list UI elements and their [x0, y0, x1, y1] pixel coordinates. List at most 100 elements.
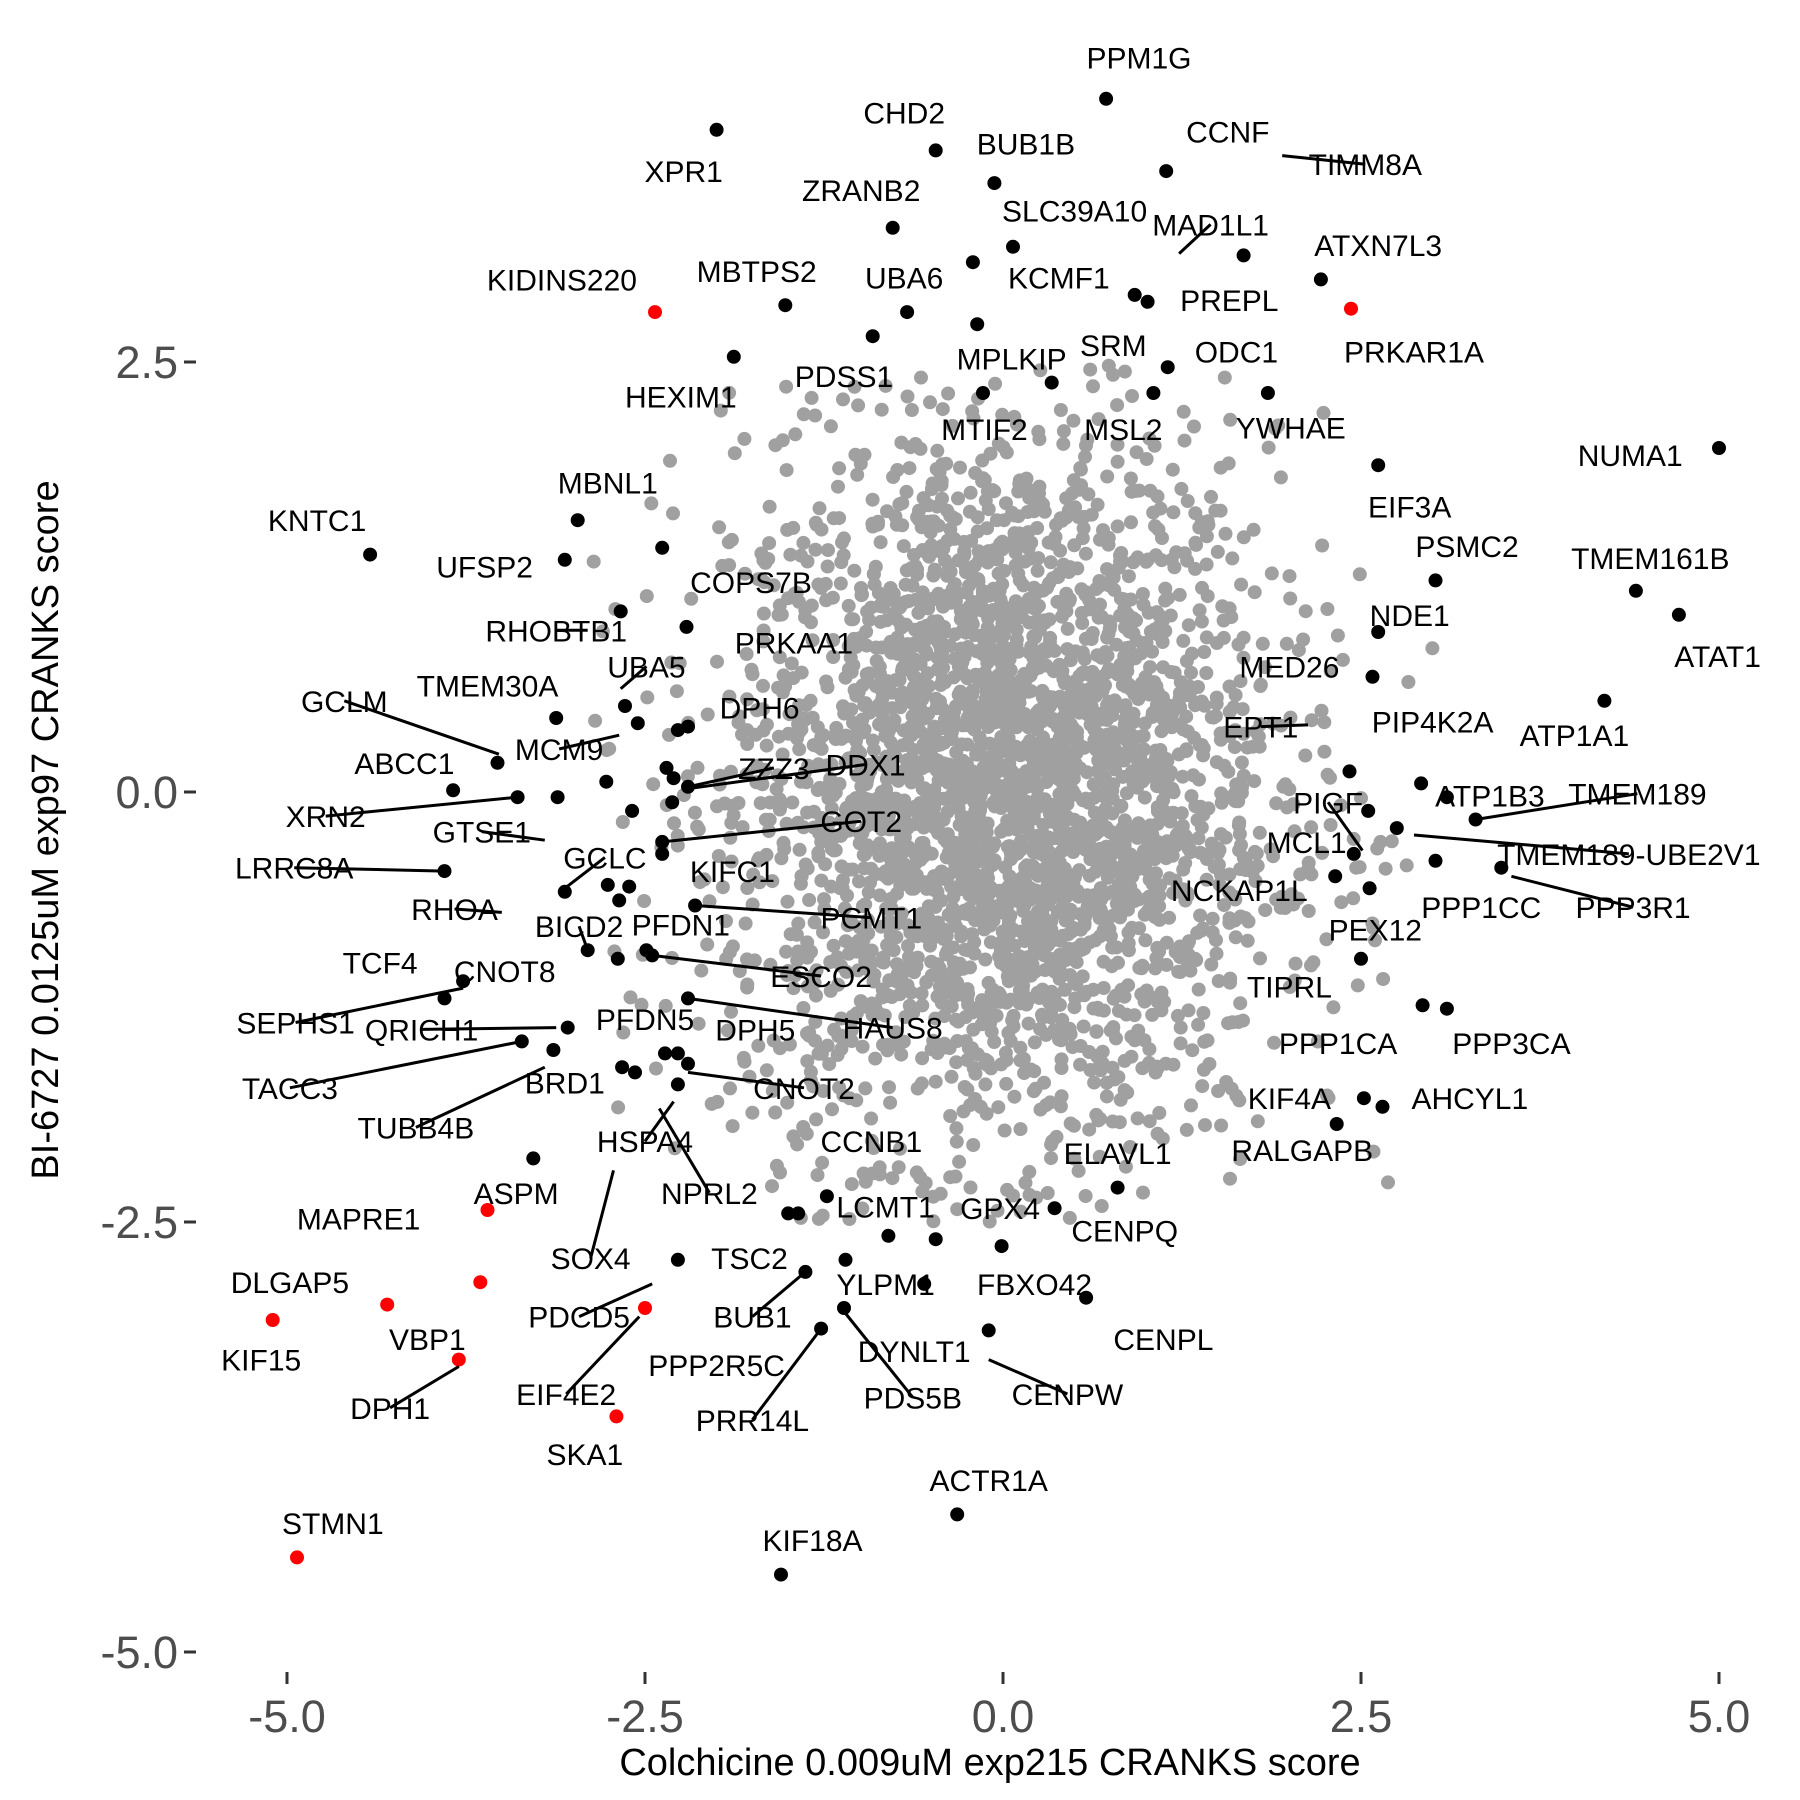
gene-label: VBP1	[389, 1324, 466, 1357]
background-point	[1118, 1159, 1133, 1174]
background-point	[1283, 591, 1298, 606]
background-point	[1288, 956, 1303, 971]
background-point	[1087, 790, 1102, 805]
background-point	[896, 723, 911, 738]
background-point	[1148, 519, 1162, 534]
background-point	[855, 587, 869, 602]
background-point	[1193, 908, 1208, 923]
gene-label: SOX4	[551, 1243, 631, 1276]
background-point	[809, 1112, 824, 1127]
background-point	[1214, 1118, 1229, 1133]
background-point	[1323, 818, 1338, 832]
data-point	[655, 846, 670, 861]
data-point	[1354, 951, 1368, 966]
background-point	[1000, 813, 1015, 828]
background-point	[928, 1074, 943, 1089]
background-point	[809, 988, 823, 1003]
leader-line	[1511, 874, 1634, 909]
background-point	[858, 768, 873, 783]
background-point	[1170, 1008, 1185, 1023]
background-point	[667, 816, 681, 831]
background-point	[997, 537, 1012, 552]
background-point	[999, 1053, 1014, 1068]
background-point	[863, 875, 878, 890]
background-point	[1117, 835, 1132, 850]
leader-line	[295, 986, 464, 1024]
background-point	[1094, 1199, 1109, 1213]
background-point	[969, 644, 984, 659]
background-point	[791, 916, 806, 931]
gene-label: UFSP2	[436, 552, 533, 585]
data-point	[1313, 272, 1328, 287]
background-point	[775, 433, 790, 448]
background-point	[846, 750, 861, 764]
leader-line	[578, 1282, 653, 1318]
background-point	[725, 939, 740, 954]
background-point	[1076, 691, 1091, 705]
background-point	[1315, 538, 1330, 553]
background-point	[1146, 505, 1161, 520]
background-point	[1123, 471, 1138, 486]
background-point	[1056, 557, 1071, 572]
background-point	[1084, 632, 1099, 647]
background-point	[1032, 842, 1047, 857]
background-point	[1278, 777, 1293, 792]
background-point	[1033, 1022, 1048, 1036]
gene-label: DPH6	[720, 693, 800, 726]
background-point	[738, 916, 753, 931]
background-point	[1139, 452, 1154, 466]
background-point	[1136, 1185, 1150, 1200]
background-point	[1092, 911, 1107, 925]
background-point	[1049, 517, 1063, 532]
background-point	[1137, 716, 1152, 731]
background-point	[1192, 520, 1207, 535]
background-point	[1101, 358, 1116, 373]
background-point	[1381, 1175, 1395, 1190]
background-point	[1236, 1013, 1250, 1028]
background-point	[1018, 1175, 1033, 1190]
background-point	[724, 1004, 738, 1019]
background-point	[914, 840, 929, 855]
background-point	[1248, 874, 1263, 888]
data-point	[549, 711, 564, 725]
background-point	[980, 775, 994, 790]
background-point	[948, 512, 963, 527]
gene-label: CCNB1	[820, 1126, 922, 1159]
background-point	[870, 517, 885, 532]
background-point	[926, 568, 941, 583]
background-point	[1040, 1186, 1055, 1200]
data-point	[994, 1239, 1009, 1254]
leader-line	[662, 819, 862, 844]
background-point	[1176, 633, 1191, 648]
data-point	[1389, 821, 1404, 836]
gene-label: ELAVL1	[1064, 1138, 1172, 1171]
background-point	[664, 655, 679, 670]
background-point	[1346, 891, 1361, 906]
data-point	[1671, 607, 1686, 622]
leader-line	[1326, 801, 1364, 852]
background-point	[872, 1006, 887, 1021]
background-point	[892, 672, 907, 687]
background-point	[761, 552, 776, 566]
background-point	[1160, 834, 1175, 849]
background-point	[872, 659, 887, 674]
background-point	[1086, 379, 1100, 394]
background-point	[943, 638, 958, 653]
background-point	[975, 584, 990, 598]
background-point	[1135, 587, 1150, 601]
background-point	[1221, 764, 1236, 779]
background-point	[1030, 563, 1045, 578]
gene-label: ASPM	[474, 1178, 559, 1211]
background-point	[1131, 1023, 1146, 1038]
background-point	[722, 558, 737, 573]
background-point	[1013, 1204, 1028, 1219]
background-point	[1009, 632, 1024, 647]
background-point	[1077, 509, 1091, 524]
gene-label: TMEM189	[1568, 779, 1706, 812]
background-point	[1173, 965, 1188, 979]
gene-label: TACC3	[242, 1073, 338, 1106]
background-point	[864, 996, 879, 1011]
data-point	[1328, 869, 1343, 884]
background-point	[1182, 934, 1196, 949]
